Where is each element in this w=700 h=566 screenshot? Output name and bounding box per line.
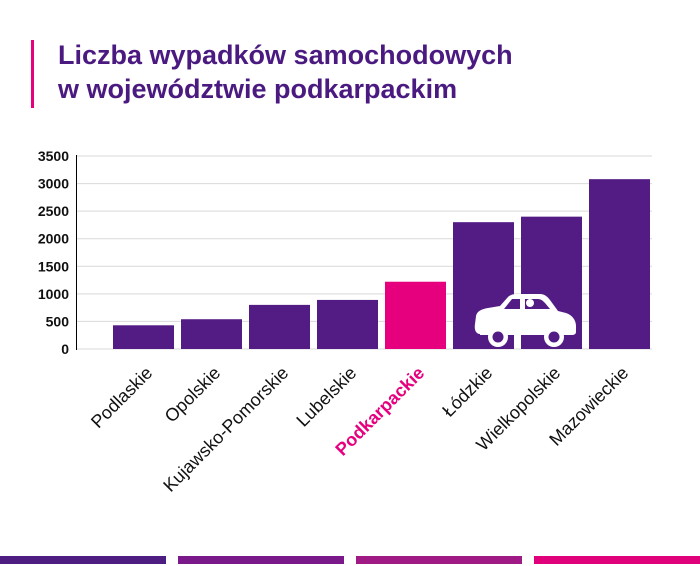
- car-icon-part: [548, 331, 560, 343]
- footer-stripe-3: [356, 556, 522, 564]
- car-icon-part: [526, 299, 534, 307]
- chart-title-line-1: Liczba wypadków samochodowych: [58, 40, 513, 70]
- x-tick-label: Łódzkie: [438, 363, 496, 421]
- bar: [589, 179, 650, 349]
- bar: [181, 319, 242, 349]
- y-tick-label: 3000: [38, 176, 69, 192]
- y-tick-label: 0: [61, 341, 69, 357]
- bar: [385, 281, 446, 349]
- y-tick-label: 2500: [38, 203, 69, 219]
- y-tick-label: 3500: [38, 148, 69, 164]
- bar: [113, 325, 174, 349]
- bar: [249, 304, 310, 349]
- y-tick-label: 500: [46, 313, 70, 329]
- title-accent-bar: [31, 40, 34, 108]
- footer-stripe-2: [178, 556, 344, 564]
- y-tick-label: 1000: [38, 286, 69, 302]
- chart-title: Liczba wypadków samochodowych w wojewódz…: [58, 38, 513, 106]
- car-icon-part: [504, 299, 520, 309]
- x-tick-label: Podlaskie: [87, 363, 156, 432]
- x-tick-label: Opolskie: [161, 363, 225, 427]
- footer-stripe-4: [534, 556, 700, 564]
- y-tick-label: 1500: [38, 258, 69, 274]
- x-tick-label: Kujawsko-Pomorskie: [159, 363, 292, 496]
- bar-chart: 0 500 1000 1500 2000 2500 3000 3500 Podlaskie Opo…: [38, 148, 652, 496]
- car-icon-part: [492, 331, 504, 343]
- car-icon-part: [474, 294, 576, 335]
- footer-stripe-1: [0, 556, 166, 564]
- x-tick-label: Lubelskie: [292, 363, 360, 431]
- bar: [317, 299, 378, 349]
- y-tick-label: 2000: [38, 231, 69, 247]
- chart-title-line-2: w województwie podkarpackim: [58, 74, 458, 104]
- car-icon: [474, 294, 576, 347]
